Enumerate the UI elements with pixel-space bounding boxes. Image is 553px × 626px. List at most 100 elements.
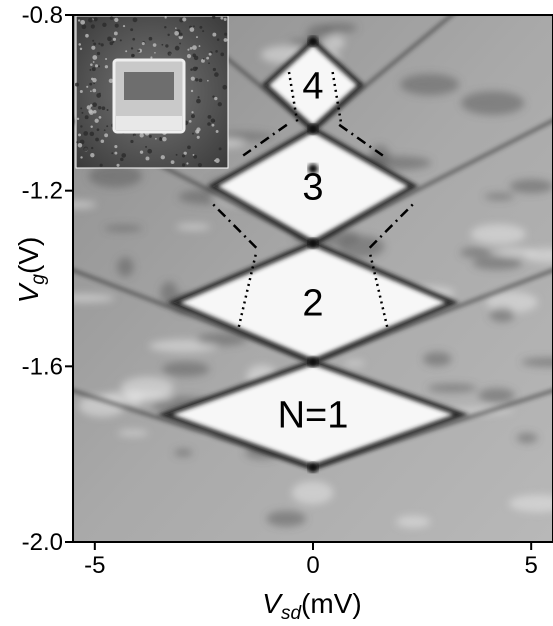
inset-speckle-dot [148, 134, 152, 138]
texture-patch [196, 333, 248, 346]
inset-speckle-dot [148, 36, 153, 41]
texture-patch [117, 429, 149, 437]
inset-speckle-dot [187, 145, 191, 150]
inset-speckle-dot [91, 146, 94, 150]
edge-extension [73, 268, 314, 364]
texture-patch [176, 223, 211, 231]
inset-speckle-dot [130, 139, 134, 144]
inset-speckle-dot [165, 44, 169, 48]
inset-speckle-dot [216, 38, 220, 41]
inset-speckle-dot [79, 139, 85, 145]
inset-speckle-dot [104, 133, 109, 138]
inset-device-top [124, 72, 174, 100]
x-label-main: V [262, 588, 283, 619]
inset-speckle-dot [196, 130, 200, 134]
y-tick-label: -1.2 [22, 178, 63, 205]
inset-speckle-dot [92, 102, 97, 108]
inset-speckle-dot [192, 45, 197, 50]
texture-patch [470, 223, 526, 245]
inset-speckle-dot [76, 141, 79, 144]
inset-speckle-dot [164, 16, 167, 19]
inset-speckle-dot [114, 151, 118, 155]
inset-speckle-dot [78, 133, 81, 137]
inset-speckle-dot [94, 118, 99, 123]
inset-speckle-dot [207, 122, 211, 126]
inset-speckle-dot [91, 67, 96, 72]
inset-speckle-dot [186, 54, 192, 59]
inset-speckle-dot [89, 131, 95, 137]
inset-speckle-dot [132, 17, 138, 23]
inset-speckle-dot [175, 27, 177, 29]
inset-speckle-dot [89, 104, 93, 107]
inset-speckle-dot [196, 98, 201, 104]
degeneracy-point [308, 238, 318, 249]
texture-patch [291, 480, 334, 505]
inset-speckle-dot [132, 54, 135, 57]
texture-patch [343, 360, 366, 367]
diamond-label-1: N=1 [278, 395, 349, 437]
inset-speckle-dot [130, 28, 134, 32]
y-axis: -0.8 -1.2 -1.6 -2.0 [22, 2, 73, 556]
inset-speckle-dot [96, 128, 100, 132]
inset-speckle-dot [112, 40, 115, 43]
inset-speckle-dot [113, 31, 118, 36]
inset-speckle-dot [207, 114, 212, 119]
inset-speckle-dot [198, 45, 201, 48]
x-tick-label: 0 [306, 552, 319, 579]
inset-speckle-dot [201, 58, 205, 63]
texture-patch [484, 193, 515, 201]
inset-speckle-dot [187, 48, 190, 51]
inset-speckle-dot [77, 19, 81, 22]
inset-speckle-dot [93, 82, 95, 85]
inset-speckle-dot [83, 131, 89, 136]
inset-speckle-dot [170, 160, 175, 164]
inset-speckle-dot [100, 139, 105, 144]
degeneracy-point [308, 356, 318, 367]
texture-patch [73, 200, 97, 209]
edge-extension [73, 389, 314, 469]
inset-speckle-dot [81, 111, 84, 114]
inset-speckle-dot [92, 61, 95, 63]
inset-speckle-dot [84, 115, 89, 120]
inset-speckle-dot [121, 153, 127, 158]
inset-speckle-dot [76, 117, 80, 121]
inset-speckle-dot [208, 52, 212, 56]
inset-speckle-dot [186, 162, 189, 165]
inset-speckle-dot [114, 23, 119, 28]
inset-speckle-dot [222, 84, 228, 90]
inset-speckle-dot [109, 16, 114, 20]
inset-speckle-dot [88, 109, 93, 114]
inset-speckle-dot [132, 133, 136, 137]
inset-speckle-dot [199, 25, 203, 29]
inset-speckle-dot [125, 50, 128, 53]
edge-extension [312, 118, 553, 245]
inset-speckle-dot [98, 116, 102, 119]
inset-speckle-dot [88, 17, 93, 23]
inset-speckle-dot [130, 47, 134, 50]
x-label-sub: sd [281, 603, 303, 624]
inset-speckle-dot [83, 146, 89, 152]
degeneracy-point [308, 124, 318, 135]
x-axis: -5 0 5 [84, 542, 538, 579]
inset-speckle-dot [195, 78, 199, 82]
inset-speckle-dot [191, 132, 195, 135]
x-axis-label: Vsd(mV) [262, 588, 361, 624]
texture-patch [162, 361, 210, 377]
texture-patch [319, 35, 345, 51]
edge-extension [312, 15, 455, 131]
texture-patch [422, 351, 452, 367]
inset-speckle-dot [114, 17, 119, 22]
inset-speckle-dot [99, 163, 103, 167]
inset-speckle-dot [98, 65, 101, 68]
inset-speckle-dot [207, 79, 209, 82]
inset-speckle-dot [202, 30, 205, 33]
x-tick-label: -5 [84, 552, 105, 579]
inset-speckle-dot [174, 45, 180, 51]
inset-speckle-dot [220, 16, 224, 20]
texture-patch [117, 257, 134, 277]
texture-patch [516, 433, 538, 443]
inset-speckle-dot [145, 145, 148, 148]
inset-speckle-dot [96, 93, 102, 98]
inset-speckle-dot [116, 163, 120, 167]
